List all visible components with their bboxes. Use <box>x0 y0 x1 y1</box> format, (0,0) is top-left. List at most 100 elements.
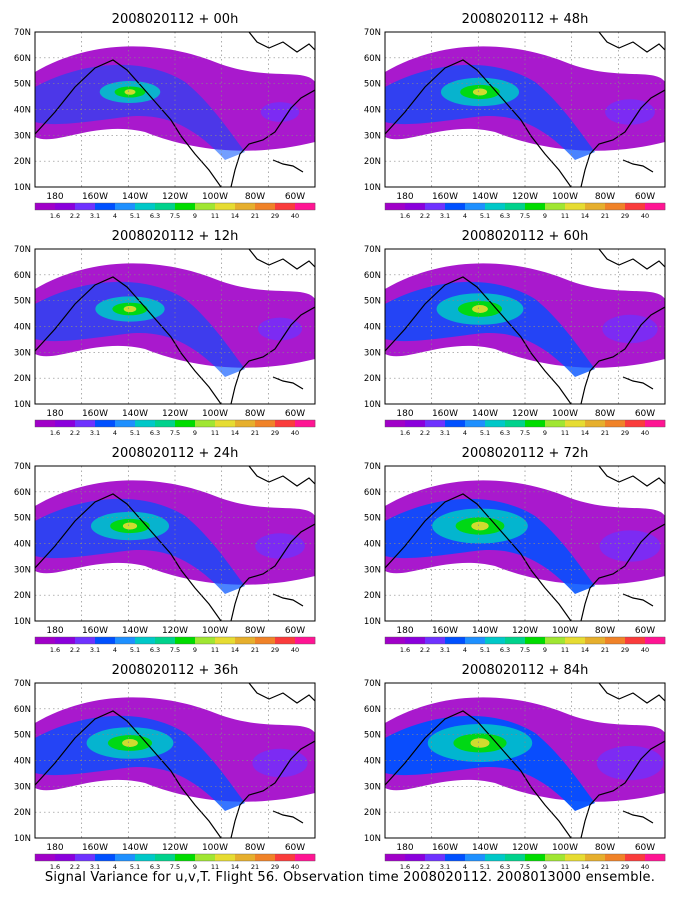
coastline <box>598 32 665 53</box>
colorbar-swatch <box>425 854 446 861</box>
colorbar-swatch <box>75 637 96 644</box>
lon-tick-label: 60W <box>635 843 655 853</box>
lon-tick-label: 100W <box>202 409 228 419</box>
coastline <box>35 59 222 187</box>
colorbar-swatch <box>195 637 216 644</box>
colorbar-label: 9 <box>193 212 197 220</box>
colorbar-swatch <box>485 854 506 861</box>
colorbar-swatch <box>585 203 606 210</box>
coastline <box>580 306 665 404</box>
colorbar-swatch <box>605 854 626 861</box>
colorbar-swatch <box>545 854 566 861</box>
map-frame <box>384 465 666 622</box>
lat-tick-label: 20N <box>14 157 31 167</box>
coastline <box>385 276 572 404</box>
lon-tick-label: 160W <box>432 843 458 853</box>
lon-tick-label: 120W <box>512 409 538 419</box>
variance-field <box>385 466 665 621</box>
colorbar-label: 3.1 <box>440 863 450 871</box>
lat-tick-label: 60N <box>364 705 381 715</box>
lat-tick-label: 20N <box>14 591 31 601</box>
colorbar-swatch <box>75 203 96 210</box>
lon-tick-label: 60W <box>635 409 655 419</box>
colorbar-swatch <box>35 420 56 427</box>
lat-tick-label: 20N <box>364 374 381 384</box>
coastline <box>248 32 315 53</box>
lon-tick-label: 100W <box>202 843 228 853</box>
lon-tick-label: 160W <box>82 409 108 419</box>
colorbar-swatch <box>235 854 256 861</box>
colorbar-swatch <box>75 420 96 427</box>
panel-title: 2008020112 + 00h <box>112 12 239 27</box>
colorbar-swatch <box>275 420 296 427</box>
colorbar-swatch <box>95 420 116 427</box>
lat-tick-label: 40N <box>364 106 381 116</box>
lat-tick-label: 60N <box>364 54 381 64</box>
lon-tick-label: 80W <box>245 409 265 419</box>
colorbar-label: 4 <box>463 212 467 220</box>
lon-tick-label: 160W <box>82 843 108 853</box>
lon-tick-label: 160W <box>432 192 458 202</box>
lat-tick-label: 10N <box>364 183 381 193</box>
colorbar-swatch <box>385 420 406 427</box>
colorbar-swatch <box>95 203 116 210</box>
colorbar-swatch <box>55 854 76 861</box>
colorbar-label: 40 <box>291 429 299 437</box>
colorbar-swatch <box>115 420 136 427</box>
colorbar-swatch <box>445 203 466 210</box>
colorbar-swatch <box>295 637 316 644</box>
colorbar-label: 4 <box>113 429 117 437</box>
coastline <box>580 523 665 621</box>
lat-tick-label: 40N <box>14 757 31 767</box>
colorbar-label: 7.5 <box>520 646 530 654</box>
lat-tick-label: 70N <box>14 245 31 255</box>
coastline <box>230 523 315 621</box>
colorbar-swatch <box>95 854 116 861</box>
panel-title: 2008020112 + 36h <box>112 663 239 678</box>
coastline <box>598 466 665 487</box>
lon-tick-label: 180 <box>46 843 63 853</box>
colorbar-swatch <box>625 637 646 644</box>
map-panel: 2008020112 + 12h 70N 60N 50N 40N 30N 20N 10N 180… <box>14 229 316 437</box>
colorbar-swatch <box>505 420 526 427</box>
colorbar-label: 21 <box>601 646 609 654</box>
colorbar-label: 14 <box>231 429 239 437</box>
variance-field <box>35 683 315 838</box>
colorbar-swatch <box>175 637 196 644</box>
map-frame <box>34 248 316 405</box>
lon-tick-label: 120W <box>512 626 538 636</box>
lon-tick-label: 180 <box>46 409 63 419</box>
lon-tick-label: 180 <box>396 192 413 202</box>
coastline <box>598 249 665 270</box>
colorbar-label: 7.5 <box>170 646 180 654</box>
coastline <box>385 493 572 621</box>
colorbar-label: 29 <box>621 212 629 220</box>
colorbar-swatch <box>115 854 136 861</box>
lat-tick-label: 10N <box>364 617 381 627</box>
colorbar-swatch <box>525 854 546 861</box>
colorbar-label: 2.2 <box>70 863 80 871</box>
colorbar-swatch <box>645 203 666 210</box>
colorbar-swatch <box>505 203 526 210</box>
colorbar-swatch <box>465 203 486 210</box>
lat-tick-label: 40N <box>14 323 31 333</box>
colorbar-label: 5.1 <box>480 429 490 437</box>
variance-field <box>385 32 665 187</box>
colorbar-swatch <box>465 420 486 427</box>
map-frame <box>384 682 666 839</box>
colorbar-swatch <box>135 420 156 427</box>
panel-title: 2008020112 + 24h <box>112 446 239 461</box>
colorbar-swatch <box>405 203 426 210</box>
lon-tick-label: 100W <box>552 192 578 202</box>
lat-tick-label: 30N <box>364 348 381 358</box>
lon-tick-label: 60W <box>285 192 305 202</box>
lat-tick-label: 50N <box>364 514 381 524</box>
colorbar-swatch <box>445 637 466 644</box>
map-panel: 2008020112 + 24h 70N 60N 50N 40N 30N 20N 10N 180… <box>14 446 316 654</box>
colorbar-swatch <box>235 637 256 644</box>
colorbar-label: 29 <box>621 429 629 437</box>
colorbar-label: 6.3 <box>150 429 160 437</box>
lat-tick-label: 30N <box>14 348 31 358</box>
colorbar-swatch <box>505 854 526 861</box>
lon-tick-label: 60W <box>285 843 305 853</box>
